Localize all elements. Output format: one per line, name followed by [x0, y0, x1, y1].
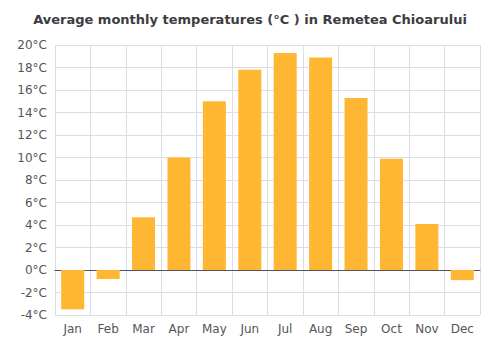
- svg-text:Jul: Jul: [277, 322, 292, 336]
- svg-text:Jun: Jun: [239, 322, 259, 336]
- svg-text:2°C: 2°C: [25, 241, 47, 255]
- svg-text:12°C: 12°C: [17, 128, 47, 142]
- svg-text:20°C: 20°C: [17, 38, 47, 52]
- svg-text:16°C: 16°C: [17, 83, 47, 97]
- svg-text:18°C: 18°C: [17, 61, 47, 75]
- svg-text:Apr: Apr: [169, 322, 190, 336]
- svg-text:8°C: 8°C: [25, 173, 47, 187]
- svg-text:Feb: Feb: [98, 322, 119, 336]
- svg-text:Mar: Mar: [132, 322, 155, 336]
- svg-text:14°C: 14°C: [17, 106, 47, 120]
- svg-text:Aug: Aug: [309, 322, 332, 336]
- svg-text:4°C: 4°C: [25, 218, 47, 232]
- svg-text:Dec: Dec: [451, 322, 474, 336]
- svg-text:0°C: 0°C: [25, 263, 47, 277]
- svg-text:May: May: [202, 322, 227, 336]
- svg-text:Nov: Nov: [415, 322, 438, 336]
- svg-text:Sep: Sep: [345, 322, 368, 336]
- svg-text:Oct: Oct: [381, 322, 402, 336]
- svg-text:6°C: 6°C: [25, 196, 47, 210]
- svg-text:Jan: Jan: [62, 322, 82, 336]
- svg-text:-4°C: -4°C: [21, 308, 47, 322]
- svg-text:10°C: 10°C: [17, 151, 47, 165]
- svg-text:-2°C: -2°C: [21, 286, 47, 300]
- svg-text:Average monthly temperatures (: Average monthly temperatures (°C ) in Re…: [33, 12, 467, 27]
